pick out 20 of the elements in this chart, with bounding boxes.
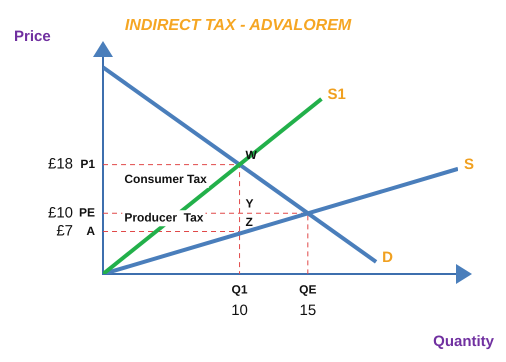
annotation: Z (246, 214, 253, 229)
annotation: PE (79, 206, 96, 220)
y-tick-label: £10 (48, 204, 74, 222)
x-axis-title: Quantity (433, 333, 494, 350)
y-axis-title: Price (14, 28, 51, 45)
series-label: S1 (327, 86, 346, 104)
y-tick-label: £7 (56, 222, 74, 240)
annotation: Producer Tax (124, 210, 204, 225)
x-tick-label: 15 (299, 302, 316, 320)
annotation: Y (246, 196, 254, 211)
series-label: D (382, 248, 394, 266)
x-tick-label: 10 (231, 302, 248, 320)
series-label: S (464, 156, 474, 173)
chart-title: INDIRECT TAX - ADVALOREM (124, 17, 352, 34)
annotation: A (86, 224, 96, 238)
annotation: Consumer Tax (124, 172, 208, 186)
annotation: QE (299, 282, 316, 296)
annotation: Q1 (232, 282, 248, 296)
annotation: P1 (80, 156, 96, 171)
y-tick-label: £18 (48, 156, 74, 173)
